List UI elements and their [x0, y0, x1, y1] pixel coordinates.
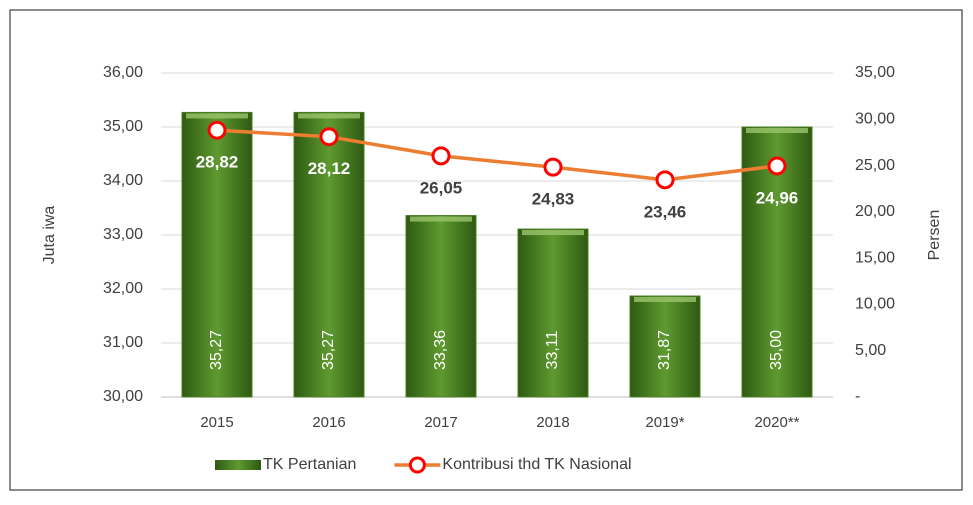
bar-cap [410, 216, 472, 222]
bar-value-label: 31,87 [656, 330, 673, 370]
bar-value-label: 33,11 [544, 330, 561, 369]
bar-value-label: 35,27 [320, 330, 337, 370]
line-value-label: 28,12 [308, 159, 351, 178]
y-tick-label: 32,00 [103, 280, 143, 297]
y2-tick-label: 15,00 [855, 249, 895, 266]
bar-cap [298, 113, 360, 119]
y-axis-label: Juta iwa [41, 206, 58, 265]
frame [9, 9, 963, 491]
x-tick-label: 2015 [200, 414, 233, 431]
line-marker [543, 157, 563, 177]
x-tick-label: 2017 [424, 414, 457, 431]
x-tick-label: 2018 [536, 414, 569, 431]
line-value-label: 26,05 [420, 178, 463, 197]
y2-tick-label: 30,00 [855, 111, 895, 128]
line-marker [207, 120, 227, 140]
line-value-label: 28,82 [196, 153, 239, 172]
legend-label: Kontribusi thd TK Nasional [442, 456, 631, 473]
y2-tick-label: 35,00 [855, 64, 895, 81]
bar [293, 111, 365, 398]
line-value-label: 23,46 [644, 202, 687, 221]
bar-cap [186, 113, 248, 119]
x-tick-label: 2019* [645, 414, 684, 431]
bar-cap [746, 128, 808, 133]
line-value-label: 24,83 [532, 190, 575, 209]
bar-cap [522, 230, 584, 236]
bar-value-label: 33,36 [432, 330, 449, 370]
legend-swatch [215, 460, 261, 470]
bar [405, 215, 477, 398]
y2-tick-label: 25,00 [855, 157, 895, 174]
bar-cap [634, 297, 696, 303]
y-tick-label: 33,00 [103, 226, 143, 243]
bar [629, 295, 701, 398]
x-tick-label: 2020** [754, 414, 799, 431]
line-marker [767, 156, 787, 176]
bar-value-label: 35,27 [208, 330, 225, 370]
y2-axis-label: Persen [926, 210, 943, 261]
legend-marker [408, 456, 426, 474]
y-tick-label: 30,00 [103, 388, 143, 405]
legend-label: TK Pertanian [263, 456, 356, 473]
x-tick-label: 2016 [312, 414, 345, 431]
y2-tick-label: 20,00 [855, 203, 895, 220]
line-value-label: 24,96 [756, 188, 799, 207]
y-tick-label: 36,00 [103, 64, 143, 81]
bar [517, 228, 589, 398]
line [216, 128, 778, 182]
y-tick-label: 35,00 [103, 118, 143, 135]
y2-tick-label: 10,00 [855, 296, 895, 313]
y2-tick-label: 5,00 [855, 342, 886, 359]
y-tick-label: 34,00 [103, 172, 143, 189]
line-marker [431, 146, 451, 166]
bar [181, 111, 253, 398]
line-marker [319, 127, 339, 147]
bar-value-label: 35,00 [768, 330, 785, 370]
line-marker [655, 170, 675, 190]
y-tick-label: 31,00 [103, 334, 143, 351]
y2-tick-label: - [855, 388, 860, 405]
